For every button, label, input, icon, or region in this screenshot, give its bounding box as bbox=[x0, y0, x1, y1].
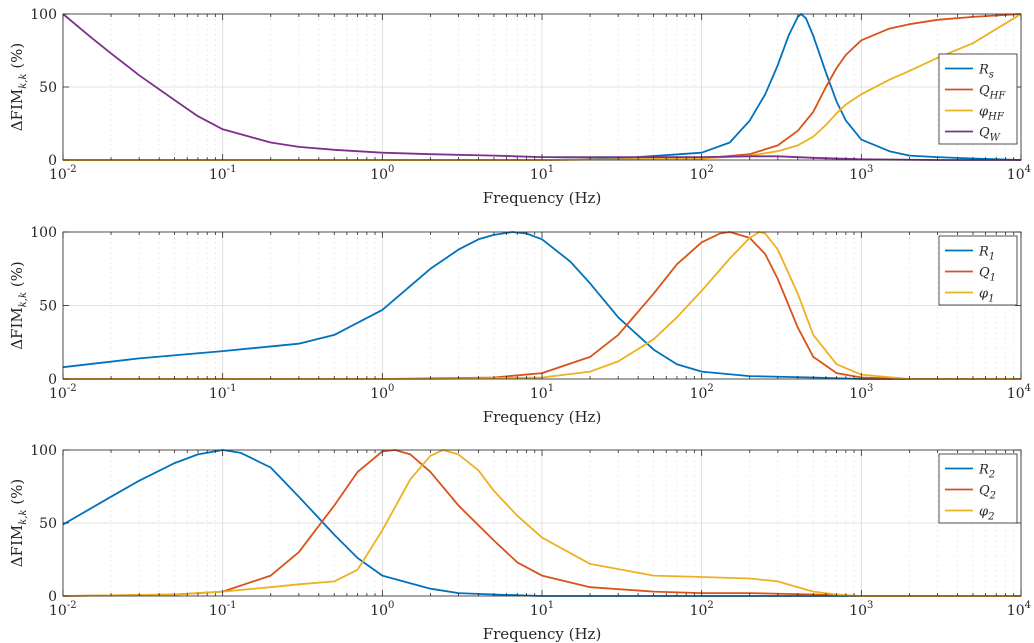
x-tick-label: 101 bbox=[530, 600, 554, 619]
y-axis-label: ΔFIMk,k (%) bbox=[8, 43, 29, 132]
y-tick-label: 100 bbox=[30, 225, 57, 241]
x-tick-label: 102 bbox=[690, 383, 714, 402]
x-tick-label: 104 bbox=[1007, 383, 1031, 402]
legend-box bbox=[939, 236, 1017, 305]
y-tick-label: 50 bbox=[39, 516, 57, 532]
y-tick-label: 50 bbox=[39, 80, 57, 96]
x-tick-label: 103 bbox=[849, 600, 873, 619]
x-tick-label: 102 bbox=[690, 164, 714, 183]
x-tick-label: 104 bbox=[1007, 600, 1031, 619]
y-tick-label: 100 bbox=[30, 7, 57, 23]
y-axis-label: ΔFIMk,k (%) bbox=[8, 261, 29, 350]
legend-box bbox=[939, 454, 1017, 523]
x-tick-label: 102 bbox=[690, 600, 714, 619]
x-tick-label: 100 bbox=[370, 164, 394, 183]
y-tick-label: 50 bbox=[39, 299, 57, 315]
y-tick-label: 0 bbox=[48, 372, 57, 388]
y-tick-label: 0 bbox=[48, 153, 57, 169]
x-tick-label: 103 bbox=[849, 383, 873, 402]
x-tick-label: 10-1 bbox=[209, 164, 237, 183]
x-tick-label: 10-1 bbox=[209, 383, 237, 402]
y-tick-label: 100 bbox=[30, 443, 57, 459]
x-tick-label: 101 bbox=[530, 383, 554, 402]
y-axis-label: ΔFIMk,k (%) bbox=[8, 479, 29, 568]
x-tick-label: 100 bbox=[370, 383, 394, 402]
x-axis-label: Frequency (Hz) bbox=[483, 408, 602, 426]
x-tick-label: 100 bbox=[370, 600, 394, 619]
x-tick-label: 10-1 bbox=[209, 600, 237, 619]
x-tick-label: 103 bbox=[849, 164, 873, 183]
x-axis-label: Frequency (Hz) bbox=[483, 189, 602, 207]
x-tick-label: 101 bbox=[530, 164, 554, 183]
y-tick-label: 0 bbox=[48, 589, 57, 605]
x-tick-label: 104 bbox=[1007, 164, 1031, 183]
x-axis-label: Frequency (Hz) bbox=[483, 625, 602, 643]
